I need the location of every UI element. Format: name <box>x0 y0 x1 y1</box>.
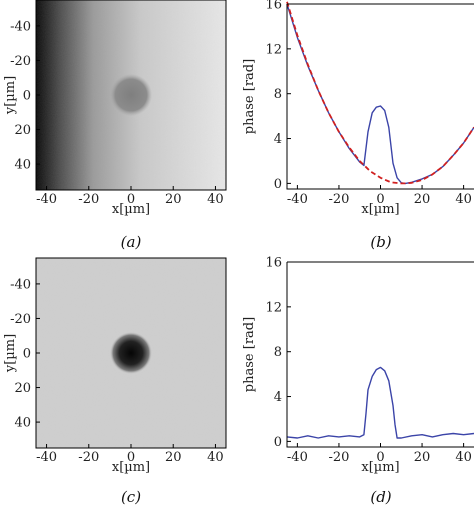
panel-d-xlabel: x[µm] <box>361 460 399 475</box>
panel-d-plot-area <box>287 262 474 447</box>
panel-b-xtick-label: 20 <box>414 192 431 207</box>
panel-a-xtick-label: -20 <box>78 192 99 207</box>
panel-c-axes: -40 -20 0 20 40 -40 -20 0 20 40 x[µm] y[µm] <box>3 277 224 475</box>
panel-a: -40 -20 0 20 40 -40 -20 0 20 40 x[µm] y[µm] (a) <box>3 0 227 251</box>
panel-a-ytick-label: 0 <box>23 89 31 104</box>
panel-b-xtick-label: -40 <box>287 192 308 207</box>
panel-d-series <box>286 366 474 439</box>
panel-d: -40 -20 0 20 40 0 4 8 12 16 x[µm] phase [rad] (d) <box>242 256 474 506</box>
panel-b-axes: -40 -20 0 20 40 0 4 8 12 16 x[µm] phase [rad] <box>242 0 472 217</box>
panel-b-series-fit-line <box>286 1 474 185</box>
panel-b-ytick-label: 4 <box>274 132 282 147</box>
panel-c-caption: (c) <box>121 488 141 506</box>
panel-b-series <box>286 1 474 185</box>
panel-c-xlabel: x[µm] <box>112 460 150 475</box>
panel-a-xtick-label: 40 <box>207 192 224 207</box>
panel-a-axes: -40 -20 0 20 40 -40 -20 0 20 40 x[µm] y[µm] <box>3 19 224 217</box>
panel-c-ytick-label: -20 <box>10 312 31 327</box>
panel-a-spot <box>109 73 153 117</box>
panel-c-xtick-label: -40 <box>36 450 57 465</box>
panel-d-xtick-label: -20 <box>328 450 349 465</box>
panel-a-ytick-label: -40 <box>10 19 31 34</box>
panel-b-ytick-label: 16 <box>265 0 282 13</box>
panel-b-caption: (b) <box>370 233 391 251</box>
panel-b-ytick-label: 12 <box>265 42 282 57</box>
panel-a-ytick-label: -20 <box>10 54 31 69</box>
panel-c-xtick-label: -20 <box>78 450 99 465</box>
panel-d-xtick-label: 20 <box>414 450 431 465</box>
panel-b-frame <box>286 3 474 190</box>
panel-c-xtick-label: 20 <box>165 450 182 465</box>
panel-c-ytick-label: -40 <box>10 277 31 292</box>
panel-c-xtick-label: 40 <box>207 450 224 465</box>
panel-b-xtick-label: -20 <box>328 192 349 207</box>
panel-d-frame <box>286 261 474 448</box>
panel-d-ytick-label: 16 <box>265 256 282 271</box>
panel-d-xtick-label: 0 <box>376 450 384 465</box>
panel-b-xtick-label: 40 <box>455 192 472 207</box>
panel-a-ytick-label: 20 <box>14 123 31 138</box>
panel-d-axes: -40 -20 0 20 40 0 4 8 12 16 x[µm] phase [rad] <box>242 256 472 476</box>
panel-c-xtick-label: 0 <box>127 450 135 465</box>
panel-c-ytick-label: 20 <box>14 381 31 396</box>
panel-c-ytick-label: 0 <box>23 347 31 362</box>
panel-a-xtick-label: -40 <box>36 192 57 207</box>
panel-a-xtick-label: 20 <box>165 192 182 207</box>
panel-a-ytick-label: 40 <box>14 158 31 173</box>
panel-a-caption: (a) <box>121 233 142 251</box>
panel-b-xlabel: x[µm] <box>361 202 399 217</box>
panel-b-ylabel: phase [rad] <box>242 59 257 134</box>
panel-d-xtick-label: 40 <box>455 450 472 465</box>
panel-c: -40 -20 0 20 40 -40 -20 0 20 40 x[µm] y[µm] (c) <box>3 257 227 506</box>
panel-c-spot <box>109 331 153 375</box>
panel-d-caption: (d) <box>370 488 391 506</box>
panel-b-plot-area <box>287 4 474 189</box>
panel-d-xtick-label: -40 <box>287 450 308 465</box>
panel-c-ytick-label: 40 <box>14 416 31 431</box>
panel-d-ytick-label: 4 <box>274 390 282 405</box>
panel-b-ytick-label: 0 <box>274 177 282 192</box>
panel-a-xlabel: x[µm] <box>112 202 150 217</box>
panel-b-ytick-label: 8 <box>274 87 282 102</box>
panel-b: -40 -20 0 20 40 0 4 8 12 16 x[µm] phase [rad] (b) <box>242 0 474 251</box>
panel-a-ylabel: y[µm] <box>3 76 18 115</box>
panel-a-xtick-label: 0 <box>127 192 135 207</box>
panel-d-ytick-label: 0 <box>274 435 282 450</box>
panel-d-ytick-label: 8 <box>274 345 282 360</box>
panel-b-xtick-label: 0 <box>376 192 384 207</box>
panel-d-ylabel: phase [rad] <box>242 317 257 392</box>
panel-c-ylabel: y[µm] <box>3 334 18 373</box>
panel-d-ytick-label: 12 <box>265 300 282 315</box>
panel-d-series-measured-line <box>286 366 474 439</box>
